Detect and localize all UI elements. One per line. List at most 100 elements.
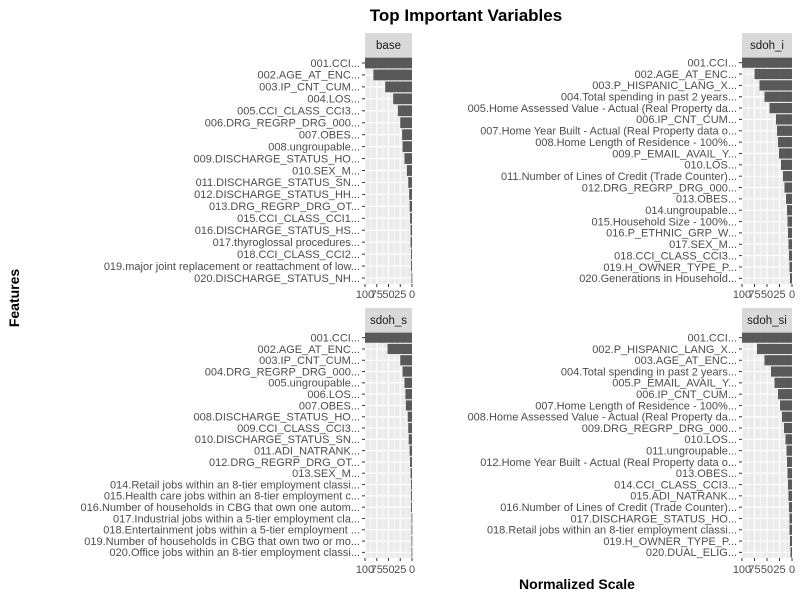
bar bbox=[365, 57, 412, 69]
y-tick-label: 015.Household Size - 100%... bbox=[591, 216, 737, 228]
y-tick-label: 012.DRG_REGRP_DRG_OT... bbox=[209, 457, 360, 469]
chart-title: Top Important Variables bbox=[370, 6, 562, 25]
x-tick-label: 25 bbox=[394, 564, 406, 576]
y-tick-label: 018.Entertainment jobs within a 5-tier e… bbox=[103, 525, 360, 537]
y-tick-label: 019.H_OWNER_TYPE_P... bbox=[603, 536, 737, 548]
y-tick-label: 007.OBES... bbox=[299, 129, 360, 141]
y-tick-label: 004.DRG_REGRP_DRG_000... bbox=[205, 366, 360, 378]
y-tick-label: 008.Home Length of Residence - 100%... bbox=[535, 137, 737, 149]
facet-strip-label: base bbox=[376, 40, 401, 52]
bar bbox=[405, 400, 412, 411]
bar bbox=[409, 445, 412, 456]
y-tick-label: 020.DUAL_ELIG... bbox=[646, 547, 737, 559]
y-tick-label: 005.CCI_CLASS_CCI3... bbox=[237, 106, 360, 118]
x-tick-label: 75 bbox=[371, 289, 383, 301]
bar bbox=[393, 93, 412, 105]
bar bbox=[779, 148, 792, 159]
y-tick-label: 002.AGE_AT_ENC... bbox=[634, 69, 737, 81]
bar bbox=[407, 411, 412, 422]
strip-background bbox=[365, 33, 412, 57]
bar bbox=[787, 216, 792, 227]
bar bbox=[786, 445, 792, 456]
x-tick-label: 100 bbox=[356, 289, 374, 301]
y-tick-label: 012.Home Year Built - Actual (Real Prope… bbox=[480, 457, 737, 469]
bar bbox=[784, 182, 792, 193]
y-tick-label: 001.CCI... bbox=[687, 332, 737, 344]
y-tick-label: 016.Number of Lines of Credit (Trade Cou… bbox=[500, 502, 737, 514]
bar bbox=[411, 248, 412, 260]
bar bbox=[410, 212, 412, 224]
facet-strip-label: sdoh_i bbox=[750, 40, 784, 52]
y-tick-label: 006.LOS... bbox=[307, 389, 360, 401]
bar bbox=[788, 490, 792, 501]
y-tick-label: 014.ungroupable... bbox=[645, 205, 737, 217]
y-tick-label: 012.DISCHARGE_STATUS_HH... bbox=[194, 189, 360, 201]
y-tick-label: 017.DISCHARGE_STATUS_HO... bbox=[571, 513, 737, 525]
y-tick-label: 011.DISCHARGE_STATUS_SN... bbox=[196, 177, 360, 189]
y-tick-label: 016.P_ETHNIC_GRP_W... bbox=[606, 228, 737, 240]
bar bbox=[780, 400, 792, 411]
y-tick-label: 017.SEX_M... bbox=[669, 239, 737, 251]
y-tick-label: 011.ungroupable... bbox=[646, 445, 737, 457]
y-tick-label: 006.IP_CNT_CUM... bbox=[636, 114, 737, 126]
y-tick-label: 014.Retail jobs within an 8-tier employm… bbox=[110, 479, 360, 491]
bar bbox=[771, 366, 792, 377]
bar bbox=[405, 389, 412, 400]
y-tick-label: 010.LOS... bbox=[684, 160, 737, 172]
y-tick-label: 014.CCI_CLASS_CCI3... bbox=[614, 479, 737, 491]
y-tick-label: 018.CCI_CLASS_CCI3... bbox=[614, 250, 737, 262]
y-tick-label: 013.OBES... bbox=[676, 194, 737, 206]
bar bbox=[742, 57, 792, 68]
strip-background bbox=[742, 308, 792, 332]
y-tick-label: 008.ungroupable... bbox=[268, 141, 360, 153]
bar bbox=[789, 524, 792, 535]
bar bbox=[787, 468, 792, 479]
y-tick-label: 019.Number of households in CBG that own… bbox=[84, 536, 360, 548]
y-tick-label: 017.thyroglossal procedures... bbox=[213, 237, 360, 249]
bar bbox=[411, 260, 412, 272]
y-tick-label: 005.Home Assessed Value - Actual (Real P… bbox=[468, 103, 737, 115]
bar bbox=[754, 68, 792, 80]
bar bbox=[411, 479, 412, 490]
bar bbox=[404, 153, 412, 164]
y-tick-label: 002.P_HISPANIC_LANG_X... bbox=[592, 344, 737, 356]
y-tick-label: 005.ungroupable... bbox=[268, 378, 360, 390]
bar bbox=[785, 434, 792, 445]
y-tick-label: 006.IP_CNT_CUM... bbox=[636, 389, 737, 401]
bar bbox=[400, 117, 412, 129]
bar bbox=[784, 422, 792, 434]
bar bbox=[788, 239, 792, 250]
y-tick-label: 001.CCI... bbox=[687, 57, 737, 69]
bar bbox=[411, 490, 412, 501]
y-tick-label: 009.CCI_CLASS_CCI3... bbox=[237, 423, 360, 435]
y-tick-label: 019.major joint replacement or reattachm… bbox=[104, 261, 360, 273]
x-tick-label: 100 bbox=[733, 289, 751, 301]
x-tick-label: 50 bbox=[761, 289, 773, 301]
x-tick-label: 100 bbox=[356, 564, 374, 576]
y-tick-label: 007.OBES... bbox=[299, 400, 360, 412]
bar bbox=[402, 366, 412, 377]
facet-panel-base: base 001.CCI...002.AGE_AT_ENC...003.IP_CN… bbox=[104, 33, 415, 301]
strip-background bbox=[742, 33, 792, 57]
facet-panel-sdoh_s: sdoh_s 001.CCI...002.AGE_AT_ENC...003.IP_… bbox=[81, 308, 415, 576]
bar bbox=[777, 125, 792, 136]
y-tick-label: 011.Number of Lines of Credit (Trade Cou… bbox=[501, 171, 737, 183]
facet-panels: base001.CCI...002.AGE_AT_ENC...003.IP_CN… bbox=[81, 33, 795, 576]
bar bbox=[406, 165, 412, 176]
y-tick-label: 001.CCI... bbox=[310, 58, 360, 70]
y-tick-label: 020.Office jobs within an 8-tier employm… bbox=[110, 547, 360, 559]
y-tick-label: 010.DISCHARGE_STATUS_SN... bbox=[195, 434, 360, 446]
bar bbox=[789, 502, 792, 513]
y-tick-label: 004.LOS... bbox=[307, 94, 360, 106]
bar bbox=[788, 479, 792, 490]
x-tick-label: 75 bbox=[748, 564, 760, 576]
bar bbox=[790, 535, 792, 547]
bar bbox=[769, 102, 792, 114]
y-tick-label: 002.AGE_AT_ENC... bbox=[257, 70, 360, 82]
bar bbox=[410, 236, 412, 248]
y-tick-label: 015.CCI_CLASS_CCI1... bbox=[237, 213, 360, 225]
x-tick-label: 50 bbox=[382, 564, 394, 576]
x-tick-label: 25 bbox=[773, 564, 785, 576]
bar bbox=[408, 422, 412, 434]
y-tick-label: 017.Industrial jobs within a 5-tier empl… bbox=[113, 513, 360, 525]
